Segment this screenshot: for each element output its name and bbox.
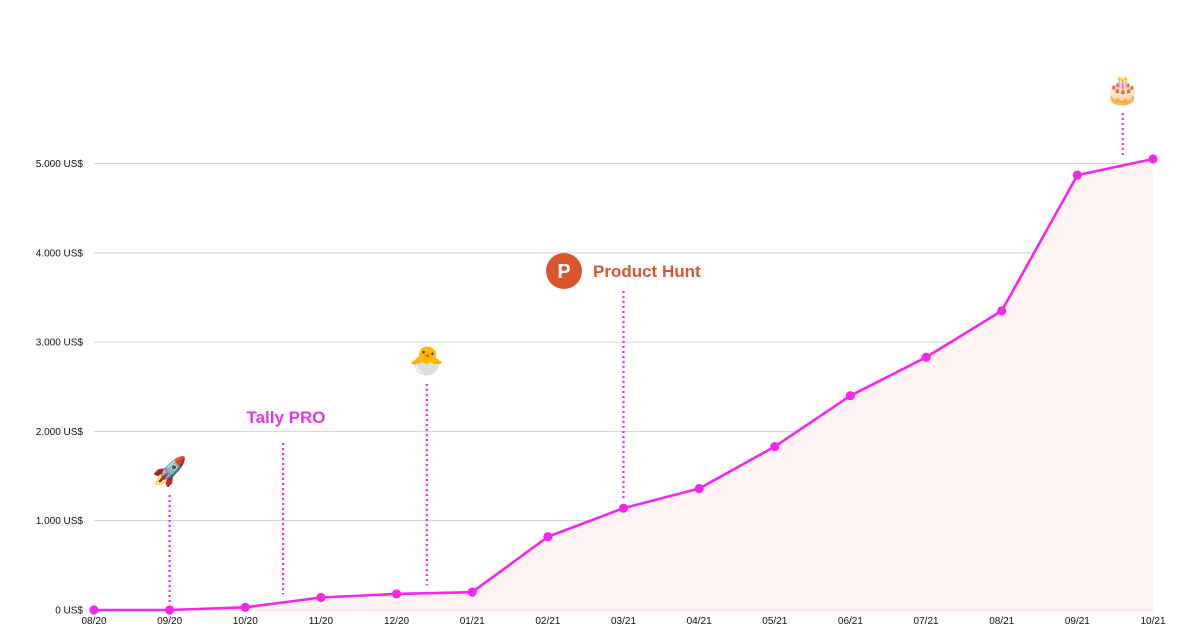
birthday-cake-icon: 🎂 — [1105, 72, 1140, 106]
data-point — [391, 589, 402, 599]
data-point — [165, 605, 175, 615]
y-tick-label: 5.000 US$ — [36, 159, 84, 170]
y-tick-label: 3.000 US$ — [36, 338, 84, 349]
data-point — [694, 483, 704, 494]
data-point — [618, 503, 629, 513]
x-tick-label: 08/20 — [81, 616, 106, 627]
x-tick-label: 07/21 — [914, 616, 939, 627]
x-tick-label: 11/20 — [309, 616, 334, 627]
rocket-icon: 🚀 — [152, 455, 187, 488]
product-hunt-logo-letter: P — [557, 261, 570, 283]
x-tick-label: 09/21 — [1065, 616, 1090, 627]
data-point — [1148, 154, 1158, 164]
y-tick-label: 1.000 US$ — [36, 516, 84, 527]
x-tick-label: 01/21 — [460, 616, 485, 627]
product-hunt-logo-icon: P — [546, 253, 582, 289]
data-point — [89, 605, 99, 615]
data-point — [1072, 170, 1082, 180]
x-tick-label: 03/21 — [611, 616, 636, 627]
y-tick-label: 4.000 US$ — [36, 248, 84, 259]
x-tick-label: 08/21 — [989, 616, 1014, 627]
hatching-chick-icon: 🐣 — [409, 344, 444, 377]
area-fill-shape — [94, 159, 1153, 610]
y-tick-label: 0 US$ — [55, 606, 83, 617]
data-point — [467, 587, 477, 597]
data-point — [921, 352, 931, 362]
x-tick-label: 10/21 — [1140, 616, 1165, 627]
y-axis-ticks: 0 US$ 1.000 US$ 2.000 US$ 3.000 US$ 4.000 US… — [36, 159, 84, 617]
data-point — [240, 602, 250, 612]
x-axis-ticks: 08/20 09/20 10/20 11/20 12/20 01/21 02/21 03/21… — [81, 616, 1165, 627]
data-point — [316, 592, 326, 603]
data-point — [770, 441, 780, 452]
annotations: 🚀 Tally PRO 🐣 P Product Hunt 🎂 — [152, 72, 1140, 602]
x-tick-label: 05/21 — [762, 616, 787, 627]
data-points — [89, 154, 1158, 615]
x-tick-label: 09/20 — [157, 616, 182, 627]
x-tick-label: 02/21 — [535, 616, 560, 627]
product-hunt-logo-circle — [546, 253, 582, 289]
x-tick-label: 10/20 — [233, 616, 258, 627]
x-tick-label: 12/20 — [384, 616, 409, 627]
area-fill — [94, 159, 1153, 610]
x-tick-label: 04/21 — [687, 616, 712, 627]
data-point — [845, 391, 856, 401]
data-point — [543, 532, 553, 542]
data-point — [997, 306, 1007, 316]
y-tick-label: 2.000 US$ — [36, 427, 84, 438]
annotation-label-tally-pro: Tally PRO — [246, 408, 325, 427]
x-tick-label: 06/21 — [838, 616, 863, 627]
annotation-label-product-hunt: Product Hunt — [593, 262, 701, 281]
